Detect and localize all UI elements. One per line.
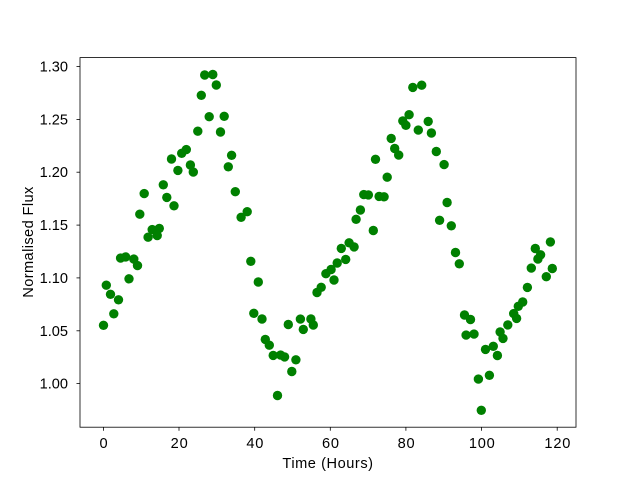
- svg-text:Time (Hours): Time (Hours): [282, 456, 373, 472]
- svg-text:120: 120: [544, 436, 571, 452]
- svg-text:1.20: 1.20: [40, 165, 68, 181]
- svg-text:1.25: 1.25: [40, 112, 68, 128]
- svg-text:80: 80: [398, 436, 416, 452]
- svg-text:1.15: 1.15: [40, 218, 68, 234]
- svg-text:Normalised Flux: Normalised Flux: [21, 186, 37, 298]
- svg-text:100: 100: [469, 436, 496, 452]
- svg-text:1.10: 1.10: [40, 271, 68, 287]
- svg-text:1.30: 1.30: [40, 60, 68, 76]
- svg-text:60: 60: [322, 436, 340, 452]
- svg-text:1.05: 1.05: [40, 324, 68, 340]
- svg-text:0: 0: [100, 436, 109, 452]
- svg-text:20: 20: [171, 436, 189, 452]
- svg-text:40: 40: [246, 436, 264, 452]
- svg-text:1.00: 1.00: [40, 377, 68, 393]
